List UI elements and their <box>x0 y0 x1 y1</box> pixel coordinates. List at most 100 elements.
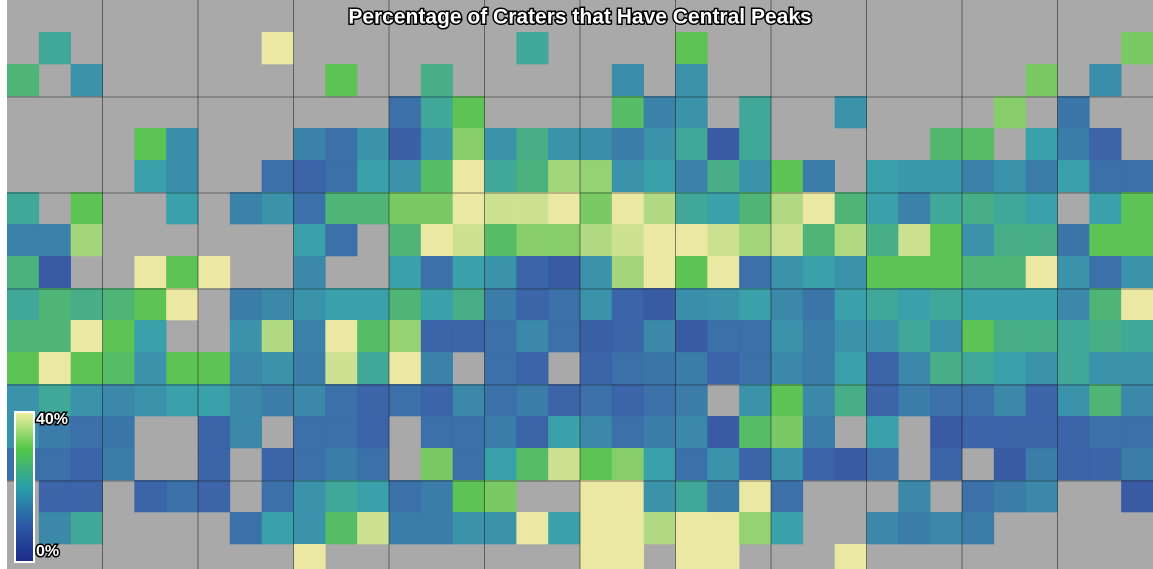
heatmap-cell <box>803 416 835 448</box>
heatmap-cell <box>262 160 294 192</box>
heatmap-cell <box>1026 352 1058 384</box>
heatmap-cell <box>453 224 485 256</box>
heatmap-cell <box>485 288 517 320</box>
heatmap-cell <box>1121 32 1153 64</box>
heatmap-cell <box>357 512 389 544</box>
heatmap-cell <box>962 192 994 224</box>
heatmap-cell <box>389 512 421 544</box>
heatmap-cell <box>1089 192 1121 224</box>
heatmap-cell <box>962 320 994 352</box>
heatmap-cell <box>39 480 71 512</box>
heatmap-cell <box>676 448 708 480</box>
heatmap-cell <box>357 384 389 416</box>
heatmap-cell <box>898 384 930 416</box>
heatmap-cell <box>994 480 1026 512</box>
heatmap-cell <box>39 448 71 480</box>
heatmap-cell <box>580 128 612 160</box>
heatmap-cell <box>994 384 1026 416</box>
heatmap-cell <box>134 352 166 384</box>
heatmap-cell <box>930 128 962 160</box>
heatmap-cell <box>962 160 994 192</box>
heatmap-cell <box>644 160 676 192</box>
heatmap-cell <box>676 128 708 160</box>
heatmap-cell <box>994 256 1026 288</box>
heatmap-cell <box>612 416 644 448</box>
heatmap-cell <box>485 512 517 544</box>
heatmap-cell <box>39 256 71 288</box>
heatmap-cell <box>294 448 326 480</box>
heatmap-cell <box>867 160 899 192</box>
heatmap-cell <box>516 384 548 416</box>
heatmap-cell <box>198 384 230 416</box>
heatmap-cell <box>71 224 103 256</box>
heatmap-cell <box>771 352 803 384</box>
heatmap-cell <box>739 192 771 224</box>
heatmap-cell <box>612 288 644 320</box>
colorbar <box>15 412 34 562</box>
heatmap-cell <box>389 352 421 384</box>
heatmap-cell <box>71 384 103 416</box>
heatmap-cell <box>485 160 517 192</box>
heatmap-cell <box>485 320 517 352</box>
heatmap-cell <box>676 96 708 128</box>
heatmap-cell <box>707 544 739 569</box>
heatmap-cell <box>1089 256 1121 288</box>
heatmap-cell <box>325 512 357 544</box>
heatmap-cell <box>548 512 580 544</box>
heatmap-cell <box>835 288 867 320</box>
heatmap-cell <box>262 320 294 352</box>
heatmap-cell <box>994 320 1026 352</box>
heatmap-cell <box>421 64 453 96</box>
heatmap-cell <box>294 544 326 569</box>
heatmap-cell <box>71 512 103 544</box>
heatmap-cell <box>835 320 867 352</box>
heatmap-cell <box>262 288 294 320</box>
heatmap-cell <box>580 512 612 544</box>
heatmap-cell <box>548 320 580 352</box>
heatmap-cell <box>39 224 71 256</box>
heatmap-cell <box>325 384 357 416</box>
heatmap-cell <box>771 448 803 480</box>
heatmap-cell <box>230 416 262 448</box>
heatmap-cell <box>962 480 994 512</box>
heatmap-cell <box>707 352 739 384</box>
heatmap-cell <box>739 160 771 192</box>
heatmap-cell <box>612 128 644 160</box>
heatmap-cell <box>739 448 771 480</box>
heatmap-cell <box>962 512 994 544</box>
heatmap-cell <box>1121 480 1153 512</box>
heatmap-cell <box>612 384 644 416</box>
heatmap-cell <box>421 128 453 160</box>
heatmap-cell <box>835 224 867 256</box>
heatmap-cell <box>644 96 676 128</box>
heatmap-cell <box>612 224 644 256</box>
heatmap-cell <box>39 32 71 64</box>
heatmap-cell <box>453 192 485 224</box>
heatmap-cell <box>1121 160 1153 192</box>
heatmap-cell <box>166 128 198 160</box>
heatmap-cell <box>867 288 899 320</box>
heatmap-cell <box>262 192 294 224</box>
heatmap-cell <box>930 224 962 256</box>
heatmap-cell <box>103 416 135 448</box>
heatmap-cell <box>612 256 644 288</box>
heatmap-cell <box>71 320 103 352</box>
heatmap-cell <box>7 64 39 96</box>
heatmap-cell <box>230 192 262 224</box>
heatmap-cell <box>707 512 739 544</box>
heatmap-cell <box>39 352 71 384</box>
heatmap-cell <box>739 480 771 512</box>
heatmap-cell <box>962 224 994 256</box>
heatmap-cell <box>580 384 612 416</box>
heatmap-cell <box>580 416 612 448</box>
heatmap-cell <box>548 288 580 320</box>
heatmap-cell <box>676 320 708 352</box>
heatmap-cell <box>198 416 230 448</box>
heatmap-cell <box>644 256 676 288</box>
heatmap-cell <box>676 480 708 512</box>
heatmap-cell <box>930 448 962 480</box>
heatmap-cell <box>325 128 357 160</box>
heatmap-cell <box>1089 448 1121 480</box>
heatmap-cell <box>485 192 517 224</box>
heatmap-cell <box>739 288 771 320</box>
